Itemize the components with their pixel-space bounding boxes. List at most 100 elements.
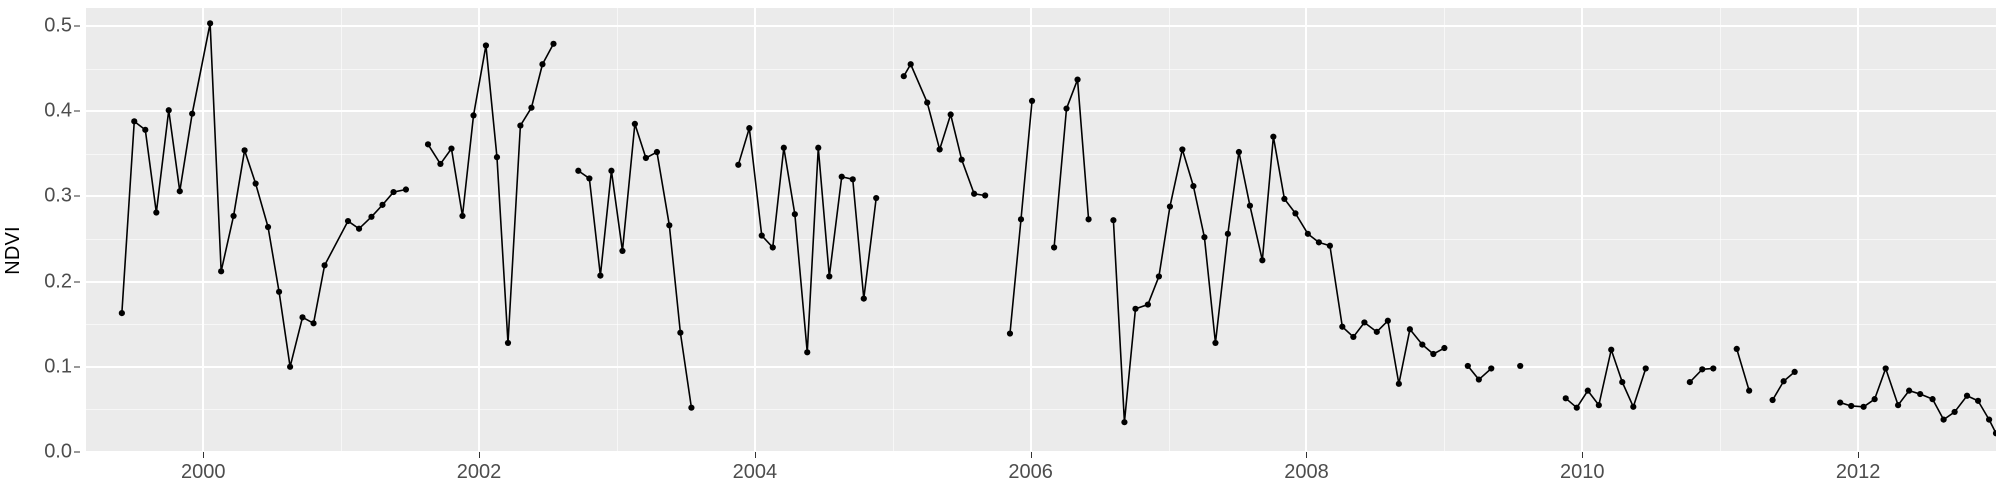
gridline-major-horizontal: [86, 365, 1996, 368]
data-point-marker: [1488, 365, 1495, 372]
y-axis-tick-mark: [74, 110, 80, 112]
data-point-marker: [310, 320, 317, 327]
data-point-marker: [769, 244, 776, 251]
gridline-major-horizontal: [86, 280, 1996, 283]
gridline-minor-vertical: [892, 8, 894, 452]
data-point-marker: [1837, 399, 1844, 406]
data-point-marker: [982, 192, 989, 199]
data-point-marker: [1595, 402, 1602, 409]
data-point-marker: [1292, 210, 1299, 217]
data-point-marker: [1584, 387, 1591, 394]
data-point-marker: [142, 126, 149, 133]
x-axis-tick-label: 2012: [1835, 461, 1881, 483]
data-point-marker: [482, 42, 490, 49]
series-line: [1112, 135, 1446, 423]
data-point-marker: [1475, 376, 1482, 383]
data-point-marker: [517, 122, 524, 129]
data-point-marker: [860, 295, 867, 302]
data-point-marker: [780, 144, 787, 151]
data-point-marker: [493, 154, 501, 161]
data-point-marker: [791, 211, 798, 218]
data-point-marker: [1339, 323, 1346, 330]
gridline-major-horizontal: [86, 110, 1996, 113]
data-point-marker: [1699, 366, 1706, 373]
data-point-marker: [653, 148, 661, 156]
data-point-marker: [1882, 365, 1889, 372]
y-axis-tick-label: 0.2: [44, 270, 72, 293]
series-line: [1735, 348, 1750, 392]
data-point-marker: [1517, 362, 1524, 370]
data-point-marker: [1686, 379, 1693, 386]
data-point-marker: [402, 186, 410, 193]
data-point-marker: [1710, 365, 1717, 372]
x-axis-tick-label: 2008: [1284, 461, 1329, 483]
data-point-marker: [368, 213, 375, 220]
data-point-marker: [849, 176, 856, 183]
data-point-marker: [1992, 430, 1996, 437]
gridline-minor-vertical: [1168, 8, 1170, 452]
data-point-marker: [1166, 203, 1174, 210]
data-point-marker: [379, 201, 386, 208]
y-axis-tick-label: 0.3: [44, 184, 72, 207]
data-point-marker: [424, 141, 432, 148]
data-point-marker: [1917, 390, 1924, 398]
data-point-marker: [504, 339, 512, 347]
data-point-marker: [264, 223, 272, 231]
data-point-marker: [1132, 305, 1139, 312]
data-point-marker: [241, 147, 248, 154]
gridline-minor-horizontal: [86, 238, 1996, 240]
data-point-marker: [437, 160, 444, 168]
data-point-marker: [936, 146, 943, 153]
series-line: [121, 22, 407, 368]
data-point-marker: [1746, 387, 1753, 394]
gridline-major-horizontal: [86, 195, 1996, 198]
series-line: [427, 42, 555, 344]
data-point-marker: [642, 154, 650, 162]
y-axis-title: NDVI: [0, 0, 26, 500]
series-line: [1839, 367, 1996, 435]
data-point-marker: [1419, 341, 1426, 348]
x-axis-tick-label: 2006: [1008, 461, 1053, 483]
series-line: [1771, 371, 1796, 401]
data-point-marker: [1224, 230, 1231, 237]
data-point-marker: [608, 167, 615, 174]
data-point-marker: [1373, 328, 1380, 335]
gridline-major-horizontal: [86, 24, 1996, 27]
gridline-minor-horizontal: [86, 153, 1996, 155]
x-axis-tick-mark: [203, 452, 205, 458]
series-line: [737, 127, 878, 354]
gridline-major-vertical: [1029, 8, 1032, 452]
data-point-marker: [1350, 333, 1357, 341]
y-axis-tick-label: 0.4: [44, 99, 72, 122]
data-point-marker: [1315, 239, 1322, 246]
x-axis-tick-mark: [1306, 452, 1308, 458]
data-point-marker: [189, 110, 196, 117]
x-axis-tick-mark: [1030, 452, 1032, 458]
gridline-major-vertical: [1581, 8, 1584, 452]
data-point-marker: [1906, 387, 1913, 394]
data-point-marker: [1464, 362, 1471, 370]
gridline-major-vertical: [1305, 8, 1308, 452]
series-line: [1053, 78, 1090, 249]
x-axis-tick-labels: 2000 2002 2004 2006 2008 2010 2012: [86, 452, 1996, 500]
data-point-marker: [165, 107, 172, 114]
data-point-marker: [1028, 97, 1036, 104]
y-axis-tick-mark: [74, 195, 80, 197]
y-axis-tick-label: 0.0: [44, 440, 72, 463]
data-point-marker: [1940, 416, 1947, 423]
data-point-marker: [470, 112, 477, 119]
data-point-marker: [1608, 346, 1615, 353]
data-point-marker: [1733, 345, 1740, 352]
data-point-marker: [746, 125, 753, 132]
data-point-marker: [1951, 408, 1958, 416]
data-point-marker: [448, 145, 455, 152]
data-point-marker: [1212, 339, 1219, 347]
y-axis-tick-mark: [74, 281, 80, 283]
x-axis-tick-mark: [1858, 452, 1860, 458]
data-point-marker: [1085, 216, 1092, 223]
data-point-marker: [597, 272, 604, 279]
data-point-marker: [924, 99, 931, 106]
data-point-marker: [1144, 301, 1151, 308]
data-point-marker: [1179, 146, 1186, 153]
